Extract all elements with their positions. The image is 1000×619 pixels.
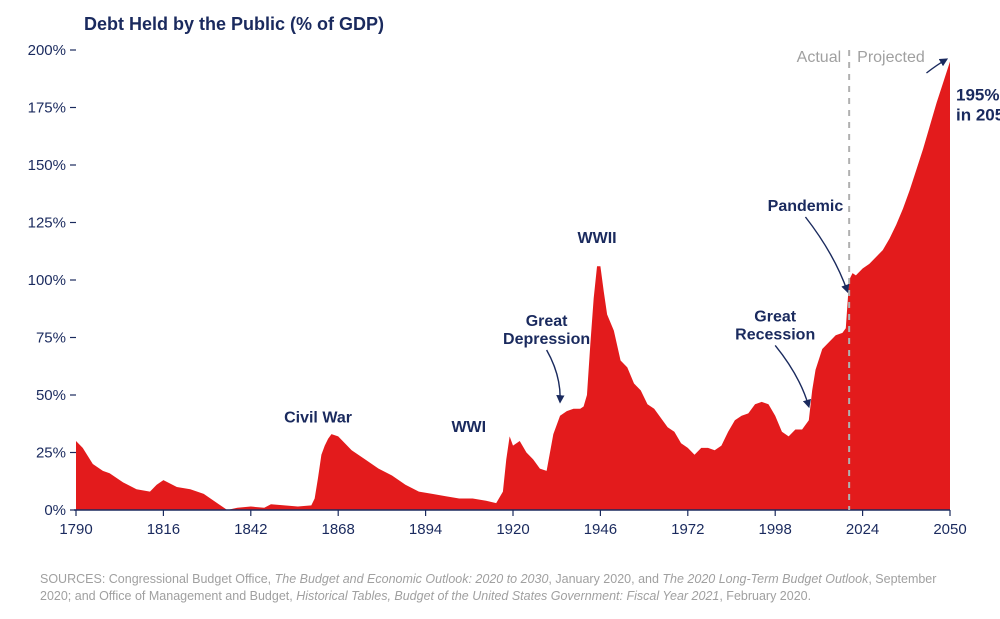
x-tick-label: 1790 bbox=[59, 521, 92, 538]
y-tick-label: 150% bbox=[28, 157, 66, 174]
y-tick-label: 200% bbox=[28, 42, 66, 59]
annotation-arrow-great-depression bbox=[547, 350, 561, 402]
annotation-great-depression: GreatDepression bbox=[503, 313, 590, 348]
x-tick-label: 1920 bbox=[496, 521, 529, 538]
annotation-wwii: WWII bbox=[577, 230, 616, 247]
annotation-civil-war: Civil War bbox=[284, 410, 352, 427]
y-tick-label: 50% bbox=[36, 387, 66, 404]
area-series bbox=[76, 62, 950, 511]
src-it3: Historical Tables, Budget of the United … bbox=[296, 589, 719, 603]
callout-arrow bbox=[926, 59, 946, 73]
x-tick-label: 2050 bbox=[933, 521, 966, 538]
y-tick-label: 75% bbox=[36, 330, 66, 347]
x-tick-label: 1998 bbox=[759, 521, 792, 538]
src-it1: The Budget and Economic Outlook: 2020 to… bbox=[275, 572, 549, 586]
src-it2: The 2020 Long-Term Budget Outlook bbox=[662, 572, 868, 586]
phase-projected: Projected bbox=[857, 49, 925, 66]
x-tick-label: 1816 bbox=[147, 521, 180, 538]
src-mid1: , January 2020, and bbox=[548, 572, 662, 586]
y-tick-label: 175% bbox=[28, 100, 66, 117]
chart-title: Debt Held by the Public (% of GDP) bbox=[84, 14, 384, 34]
src-suffix: , February 2020. bbox=[719, 589, 811, 603]
x-tick-label: 1868 bbox=[322, 521, 355, 538]
x-tick-label: 1972 bbox=[671, 521, 704, 538]
y-tick-label: 100% bbox=[28, 272, 66, 289]
phase-actual: Actual bbox=[797, 49, 841, 66]
x-tick-label: 1946 bbox=[584, 521, 617, 538]
sources-text: SOURCES: Congressional Budget Office, Th… bbox=[40, 571, 960, 605]
annotation-arrow-pandemic bbox=[805, 217, 847, 292]
annotation-pandemic: Pandemic bbox=[768, 198, 844, 215]
annotation-great-recession: GreatRecession bbox=[735, 308, 815, 343]
annotation-wwi: WWI bbox=[451, 419, 486, 436]
chart-root: Debt Held by the Public (% of GDP) 0% 25% 5… bbox=[0, 0, 1000, 619]
annotation-arrow-great-recession bbox=[775, 345, 809, 406]
x-tick-label: 2024 bbox=[846, 521, 879, 538]
y-tick-label: 125% bbox=[28, 215, 66, 232]
chart-svg: Debt Held by the Public (% of GDP) 0% 25% 5… bbox=[0, 0, 1000, 619]
src-prefix: SOURCES: Congressional Budget Office, bbox=[40, 572, 275, 586]
callout-195: 195%in 2050 bbox=[956, 86, 1000, 125]
y-tick-label: 0% bbox=[44, 502, 66, 519]
y-tick-label: 25% bbox=[36, 445, 66, 462]
x-tick-label: 1894 bbox=[409, 521, 442, 538]
x-tick-label: 1842 bbox=[234, 521, 267, 538]
